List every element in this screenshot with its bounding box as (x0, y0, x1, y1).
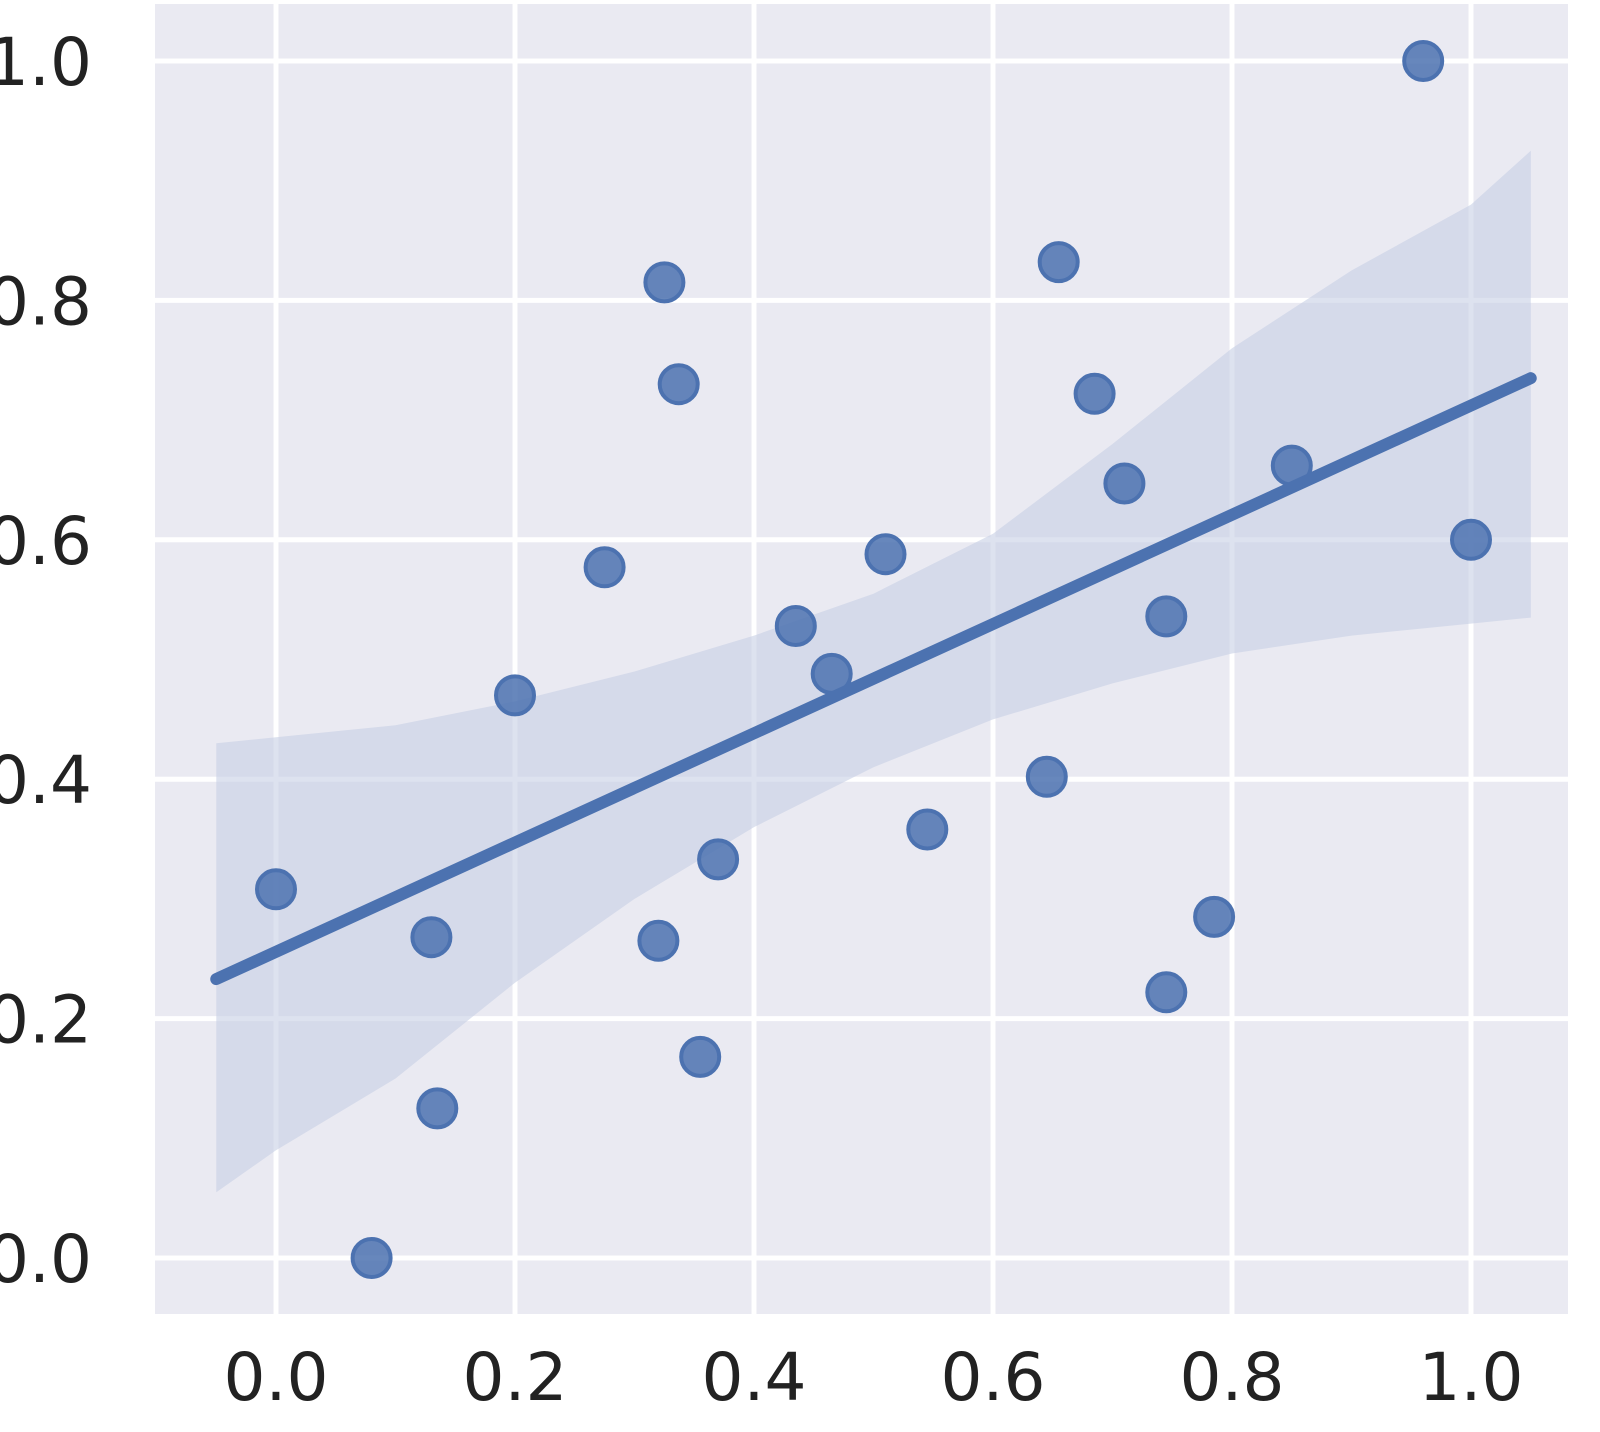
data-point (1037, 241, 1080, 284)
y-tick-label: 0.2 (0, 982, 92, 1059)
data-point (1450, 518, 1492, 561)
data-point (255, 868, 297, 911)
data-point (864, 533, 907, 576)
axis-ticks: 0.0 0.2 0.4 0.6 0.8 1.0 0.0 0.2 0.4 0.6 0.8 1.0 (0, 24, 1523, 1416)
confidence-band (216, 150, 1531, 1193)
x-tick-label: 1.0 (1419, 1339, 1524, 1416)
data-point (679, 1035, 722, 1078)
data-point (350, 1237, 393, 1279)
y-tick-label: 0.8 (0, 263, 92, 340)
data-point (416, 1087, 459, 1130)
data-point (1145, 595, 1188, 638)
data-point (643, 261, 686, 304)
x-tick-label: 0.2 (463, 1339, 568, 1416)
data-point (1145, 971, 1188, 1014)
data-point (810, 652, 853, 695)
data-point (494, 674, 536, 717)
data-points (255, 40, 1492, 1279)
y-tick-label: 0.6 (0, 503, 92, 580)
x-tick-label: 0.4 (702, 1339, 807, 1416)
y-tick-label: 0.0 (0, 1221, 92, 1298)
data-point (1402, 40, 1445, 82)
y-tick-label: 1.0 (0, 24, 92, 101)
x-tick-label: 0.8 (1180, 1339, 1285, 1416)
data-point (410, 916, 453, 959)
data-point (906, 808, 949, 851)
x-tick-label: 0.0 (224, 1339, 329, 1416)
data-point (1103, 462, 1146, 505)
data-point (697, 838, 740, 881)
y-tick-label: 0.4 (0, 742, 92, 819)
x-tick-label: 0.6 (941, 1339, 1046, 1416)
data-point (657, 363, 700, 406)
data-point (637, 919, 680, 962)
data-point (1073, 372, 1116, 415)
data-point (1025, 755, 1068, 798)
data-point (1270, 444, 1313, 487)
data-point (774, 605, 817, 647)
data-point (583, 546, 626, 589)
data-point (1193, 895, 1236, 938)
regression-line (210, 372, 1537, 986)
